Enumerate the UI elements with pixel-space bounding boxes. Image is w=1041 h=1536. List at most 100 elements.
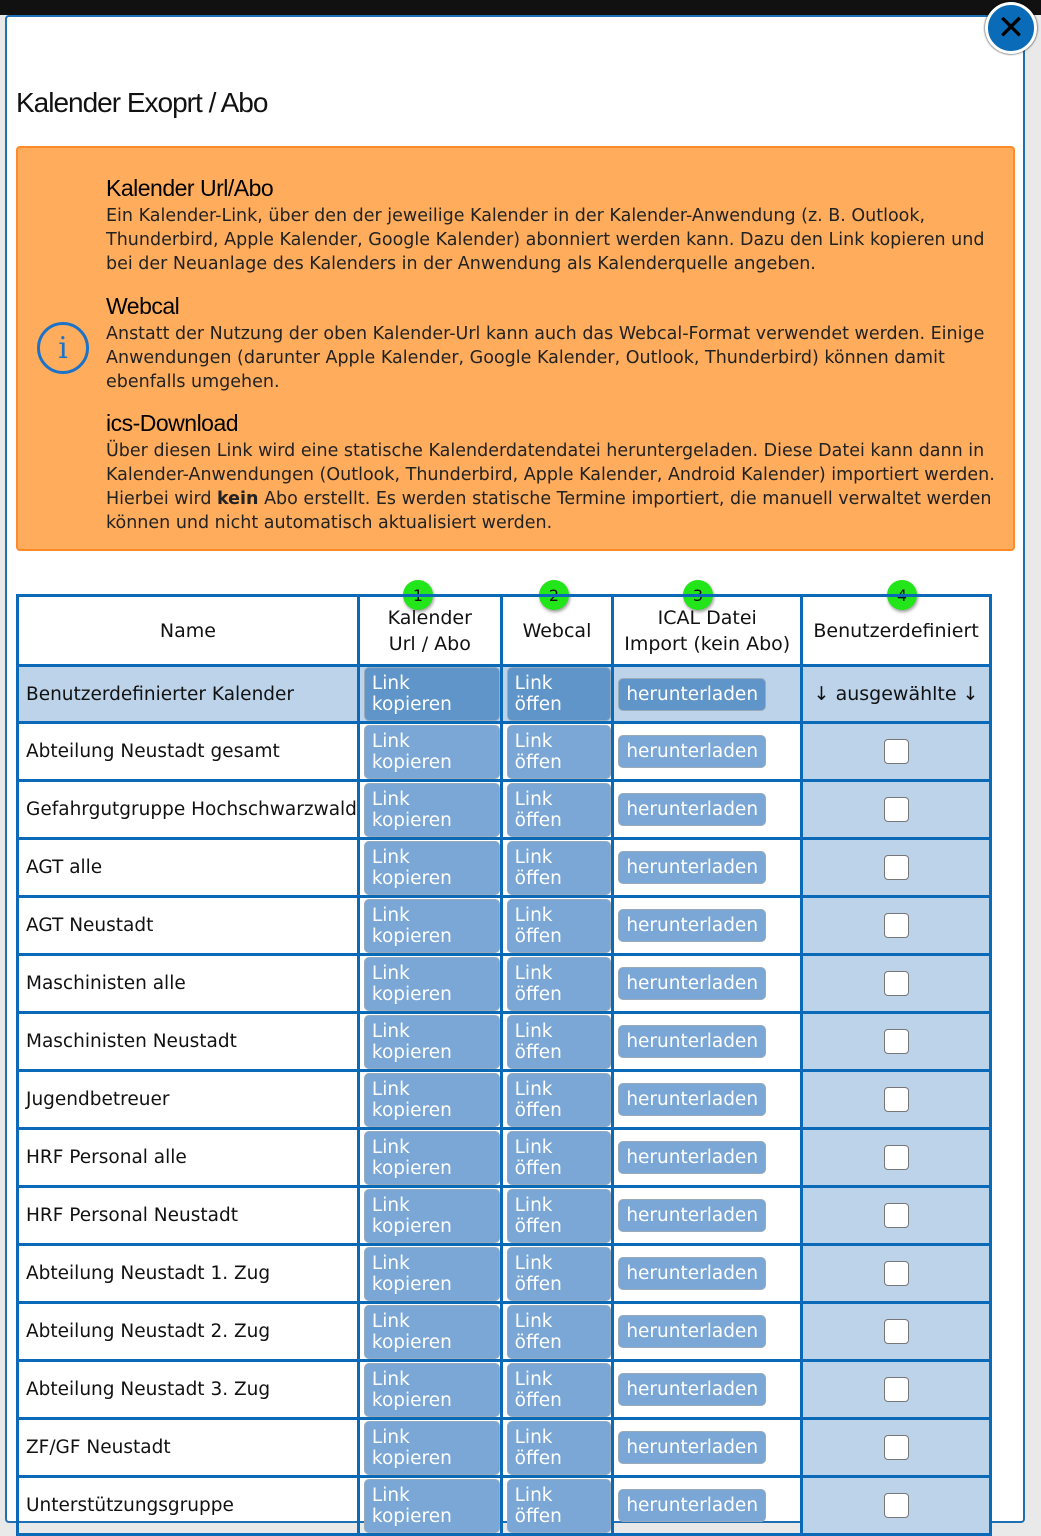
download-button[interactable]: herunterladen [618, 1373, 767, 1406]
top-bar [0, 0, 1041, 15]
download-button[interactable]: herunterladen [618, 1083, 767, 1116]
select-checkbox[interactable] [883, 1029, 909, 1054]
header-webcal: Webcal [499, 594, 615, 667]
info-section-webcal: Webcal Anstatt der Nutzung der oben Kale… [106, 292, 1006, 394]
download-button[interactable]: herunterladen [618, 967, 767, 1000]
select-checkbox[interactable] [883, 1145, 909, 1170]
calendar-name: Abteilung Neustadt gesamt [16, 721, 360, 782]
open-webcal-button[interactable]: Link öffen [506, 724, 612, 779]
copy-link-button[interactable]: Link kopieren [363, 1246, 500, 1301]
copy-link-button[interactable]: Link kopieren [363, 1188, 500, 1243]
download-button[interactable]: herunterladen [618, 1199, 767, 1232]
select-checkbox[interactable] [883, 739, 909, 764]
copy-link-button[interactable]: Link kopieren [363, 1362, 500, 1417]
download-button[interactable]: herunterladen [618, 1141, 767, 1174]
table-row: Abteilung Neustadt 2. Zug Link kopieren … [16, 1301, 992, 1362]
open-webcal-button[interactable]: Link öffen [506, 1420, 612, 1475]
open-webcal-button[interactable]: Link öffen [506, 956, 612, 1011]
table-row: Abteilung Neustadt gesamt Link kopieren … [16, 721, 992, 782]
open-webcal-button[interactable]: Link öffen [506, 1014, 612, 1069]
download-button[interactable]: herunterladen [618, 1431, 767, 1464]
open-webcal-button[interactable]: Link öffen [506, 1362, 612, 1417]
calendar-name: Benutzerdefinierter Kalender [16, 664, 360, 724]
section-heading: Kalender Url/Abo [106, 175, 274, 201]
info-icon: i [37, 322, 89, 374]
download-button[interactable]: herunterladen [618, 735, 767, 768]
select-checkbox[interactable] [883, 1435, 909, 1460]
section-text: Über diesen Link wird eine statische Kal… [106, 441, 995, 533]
copy-link-button[interactable]: Link kopieren [363, 1130, 500, 1185]
download-button[interactable]: herunterladen [618, 1025, 767, 1058]
table-row: Benutzerdefinierter Kalender Link kopier… [16, 664, 992, 724]
table-row: Maschinisten alle Link kopieren Link öff… [16, 953, 992, 1014]
table-row: ZF/GF Neustadt Link kopieren Link öffen … [16, 1417, 992, 1478]
copy-link-button[interactable]: Link kopieren [363, 1014, 500, 1069]
table-row: Jugendbetreuer Link kopieren Link öffen … [16, 1069, 992, 1130]
download-button[interactable]: herunterladen [618, 677, 767, 711]
calendar-name: Abteilung Neustadt 3. Zug [16, 1359, 360, 1420]
calendar-name: Maschinisten Neustadt [16, 1011, 360, 1072]
select-checkbox[interactable] [883, 913, 909, 938]
select-checkbox[interactable] [883, 1493, 909, 1518]
selected-label: ↓ ausgewählte ↓ [800, 664, 992, 724]
calendar-name: Abteilung Neustadt 2. Zug [16, 1301, 360, 1362]
info-section-url: Kalender Url/Abo Ein Kalender-Link, über… [106, 174, 1006, 276]
calendar-name: HRF Personal Neustadt [16, 1185, 360, 1246]
calendar-table: Name Kalender Url / Abo Webcal ICAL Date… [16, 594, 992, 1536]
table-row: HRF Personal Neustadt Link kopieren Link… [16, 1185, 992, 1246]
select-checkbox[interactable] [883, 1319, 909, 1344]
select-checkbox[interactable] [883, 1261, 909, 1286]
table-row: Abteilung Neustadt 3. Zug Link kopieren … [16, 1359, 992, 1420]
copy-link-button[interactable]: Link kopieren [363, 782, 500, 837]
select-checkbox[interactable] [883, 1377, 909, 1402]
select-checkbox[interactable] [883, 855, 909, 880]
copy-link-button[interactable]: Link kopieren [363, 667, 500, 721]
open-webcal-button[interactable]: Link öffen [506, 1072, 612, 1127]
section-heading: ics-Download [106, 410, 239, 436]
copy-link-button[interactable]: Link kopieren [363, 1478, 500, 1533]
calendar-export-modal: Kalender Exoprt / Abo i Kalender Url/Abo… [5, 15, 1025, 1536]
open-webcal-button[interactable]: Link öffen [506, 1246, 612, 1301]
download-button[interactable]: herunterladen [618, 909, 767, 942]
open-webcal-button[interactable]: Link öffen [506, 1304, 612, 1359]
table-row: Gefahrgutgruppe Hochschwarzwald Link kop… [16, 779, 992, 840]
download-button[interactable]: herunterladen [618, 793, 767, 826]
select-checkbox[interactable] [883, 971, 909, 996]
table-row: HRF Personal alle Link kopieren Link öff… [16, 1127, 992, 1188]
header-ical: ICAL Datei Import (kein Abo) [611, 594, 804, 667]
download-button[interactable]: herunterladen [618, 1257, 767, 1290]
open-webcal-button[interactable]: Link öffen [506, 898, 612, 953]
table-row: Maschinisten Neustadt Link kopieren Link… [16, 1011, 992, 1072]
close-icon: ✕ [996, 8, 1026, 48]
open-webcal-button[interactable]: Link öffen [506, 1478, 612, 1533]
copy-link-button[interactable]: Link kopieren [363, 1304, 500, 1359]
header-name: Name [16, 594, 360, 667]
copy-link-button[interactable]: Link kopieren [363, 1072, 500, 1127]
download-button[interactable]: herunterladen [618, 851, 767, 884]
calendar-name: AGT Neustadt [16, 895, 360, 956]
copy-link-button[interactable]: Link kopieren [363, 840, 500, 895]
info-section-ics: ics-Download Über diesen Link wird eine … [106, 409, 1006, 535]
table-row: AGT alle Link kopieren Link öffen herunt… [16, 837, 992, 898]
open-webcal-button[interactable]: Link öffen [506, 840, 612, 895]
open-webcal-button[interactable]: Link öffen [506, 667, 612, 721]
select-checkbox[interactable] [883, 797, 909, 822]
modal-title: Kalender Exoprt / Abo [16, 87, 268, 118]
select-checkbox[interactable] [883, 1203, 909, 1228]
select-checkbox[interactable] [883, 1087, 909, 1112]
open-webcal-button[interactable]: Link öffen [506, 1188, 612, 1243]
open-webcal-button[interactable]: Link öffen [506, 1130, 612, 1185]
calendar-name: AGT alle [16, 837, 360, 898]
copy-link-button[interactable]: Link kopieren [363, 1420, 500, 1475]
section-heading: Webcal [106, 293, 180, 319]
copy-link-button[interactable]: Link kopieren [363, 898, 500, 953]
copy-link-button[interactable]: Link kopieren [363, 956, 500, 1011]
calendar-name: Jugendbetreuer [16, 1069, 360, 1130]
download-button[interactable]: herunterladen [618, 1315, 767, 1348]
copy-link-button[interactable]: Link kopieren [363, 724, 500, 779]
calendar-name: HRF Personal alle [16, 1127, 360, 1188]
open-webcal-button[interactable]: Link öffen [506, 782, 612, 837]
close-button[interactable]: ✕ [985, 2, 1037, 54]
table-row: Abteilung Neustadt 1. Zug Link kopieren … [16, 1243, 992, 1304]
download-button[interactable]: herunterladen [618, 1489, 767, 1522]
